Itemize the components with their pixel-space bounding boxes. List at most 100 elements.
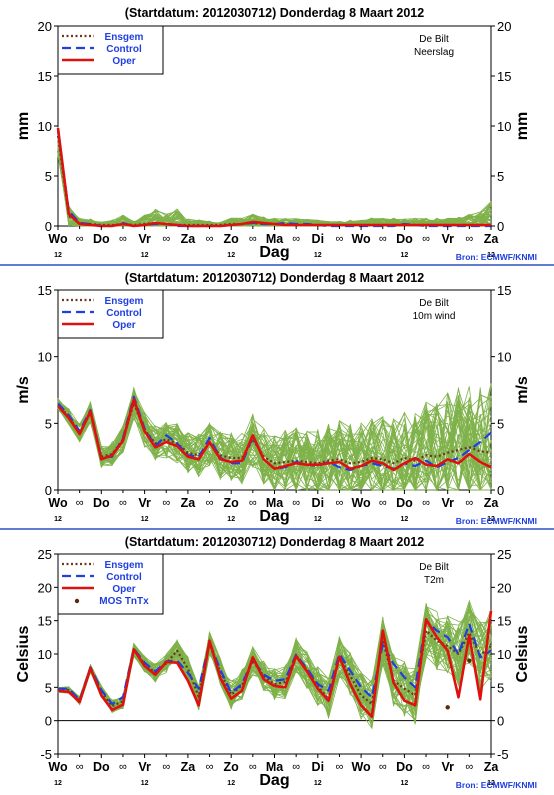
- ensemble-member-line: [57, 140, 492, 227]
- ensemble-member-line: [57, 140, 492, 227]
- x-day-label: Za: [484, 760, 500, 774]
- legend-label: Control: [106, 44, 142, 55]
- x-day-label: Za: [181, 232, 197, 246]
- legend-label: Control: [106, 572, 142, 583]
- y-tick-label: 20: [38, 19, 52, 34]
- x-hour-label: 12: [141, 252, 149, 259]
- ensemble-member-line: [57, 147, 492, 227]
- x-midnight-label: ∞: [162, 497, 170, 509]
- x-midnight-label: ∞: [119, 761, 127, 773]
- ensemble-member-line: [57, 143, 492, 227]
- x-hour-label: 12: [314, 516, 322, 523]
- x-day-label: Zo: [224, 232, 240, 246]
- x-day-label: Di: [312, 760, 325, 774]
- variable-label: 10m wind: [413, 311, 456, 322]
- x-day-label: Di: [312, 496, 325, 510]
- x-day-label: Za: [181, 760, 197, 774]
- ensemble-member-line: [57, 145, 492, 227]
- y-tick-label: 25: [497, 547, 511, 562]
- x-midnight-label: ∞: [336, 497, 344, 509]
- series-line-ensgem: [56, 135, 491, 227]
- ensemble-member-line: [57, 137, 491, 227]
- y-tick-label: 0: [45, 219, 52, 234]
- x-hour-label: 12: [487, 780, 495, 787]
- y-tick-label: -5: [40, 747, 52, 762]
- ensemble-member-line: [57, 147, 492, 227]
- ensemble-member-line: [57, 149, 492, 227]
- x-hour-label: 12: [227, 516, 235, 523]
- legend-label: MOS TnTx: [99, 596, 149, 607]
- ensemble-member-line: [57, 142, 491, 227]
- legend-label: Ensgem: [105, 32, 144, 43]
- legend-label: Ensgem: [105, 296, 144, 307]
- ensemble-member-line: [57, 405, 492, 491]
- x-day-label: Za: [484, 232, 500, 246]
- ensemble-member-line: [57, 137, 492, 227]
- panel-3: (Startdatum: 2012030712) Donderdag 8 Maa…: [15, 535, 537, 790]
- x-midnight-label: ∞: [379, 233, 387, 245]
- x-day-label: Do: [396, 496, 413, 510]
- x-hour-label: 12: [54, 780, 62, 787]
- x-midnight-label: ∞: [422, 761, 430, 773]
- ensemble-member-line: [57, 138, 492, 227]
- ensemble-member-line: [57, 145, 492, 227]
- x-day-label: Wo: [351, 496, 371, 510]
- x-day-label: Vr: [441, 760, 454, 774]
- ensemble-member-line: [57, 149, 492, 227]
- y-tick-label: 5: [497, 680, 504, 695]
- ensemble-member-line: [57, 140, 492, 227]
- x-day-label: Do: [396, 232, 413, 246]
- y-tick-label: -5: [497, 747, 509, 762]
- y-tick-label: 10: [497, 647, 511, 662]
- legend-label: Oper: [112, 320, 135, 331]
- variable-label: T2m: [424, 575, 444, 586]
- x-day-label: Vr: [138, 760, 151, 774]
- ensemble-member-line: [57, 138, 492, 227]
- station-label: De Bilt: [419, 298, 449, 309]
- x-day-label: Ma: [266, 760, 284, 774]
- x-midnight-label: ∞: [76, 761, 84, 773]
- x-midnight-label: ∞: [465, 233, 473, 245]
- ensemble-member-line: [57, 139, 492, 227]
- legend-box: [57, 25, 164, 75]
- x-axis-label: Dag: [259, 772, 289, 789]
- ensemble-member-line: [57, 134, 492, 227]
- source-credit: Bron: ECMWF/KNMI: [456, 780, 537, 790]
- y-tick-label: 10: [497, 119, 511, 134]
- x-hour-label: 12: [141, 780, 149, 787]
- y-tick-label: 5: [45, 416, 52, 431]
- y-tick-label: 10: [38, 350, 52, 365]
- ensemble-member-line: [57, 145, 492, 227]
- x-midnight-label: ∞: [379, 497, 387, 509]
- y-tick-label: 10: [38, 119, 52, 134]
- x-midnight-label: ∞: [162, 761, 170, 773]
- ensemble-member-line: [57, 134, 492, 227]
- ensemble-member-line: [57, 145, 492, 227]
- x-day-label: Wo: [351, 760, 371, 774]
- x-day-label: Wo: [48, 232, 68, 246]
- y-tick-label: 15: [38, 283, 52, 298]
- x-day-label: Wo: [48, 496, 68, 510]
- x-hour-label: 12: [401, 516, 409, 523]
- ensemble-member-line: [57, 148, 492, 227]
- x-midnight-label: ∞: [292, 761, 300, 773]
- y-tick-label: 20: [497, 19, 511, 34]
- x-midnight-label: ∞: [76, 233, 84, 245]
- x-midnight-label: ∞: [206, 761, 214, 773]
- y-tick-label: 0: [497, 219, 504, 234]
- x-day-label: Za: [484, 496, 500, 510]
- ensemble-member-line: [57, 145, 492, 227]
- source-credit: Bron: ECMWF/KNMI: [456, 516, 537, 526]
- ensemble-member-line: [57, 136, 492, 227]
- x-day-label: Do: [396, 760, 413, 774]
- ensemble-member-line: [57, 138, 492, 227]
- ensemble-member-line: [57, 130, 491, 227]
- y-tick-label: 15: [38, 614, 52, 629]
- x-day-label: Zo: [224, 496, 240, 510]
- ensemble-member-line: [57, 142, 492, 227]
- chart-title: (Startdatum: 2012030712) Donderdag 8 Maa…: [125, 535, 424, 549]
- series-line-oper: [57, 610, 493, 719]
- x-day-label: Vr: [441, 232, 454, 246]
- x-day-label: Ma: [266, 496, 284, 510]
